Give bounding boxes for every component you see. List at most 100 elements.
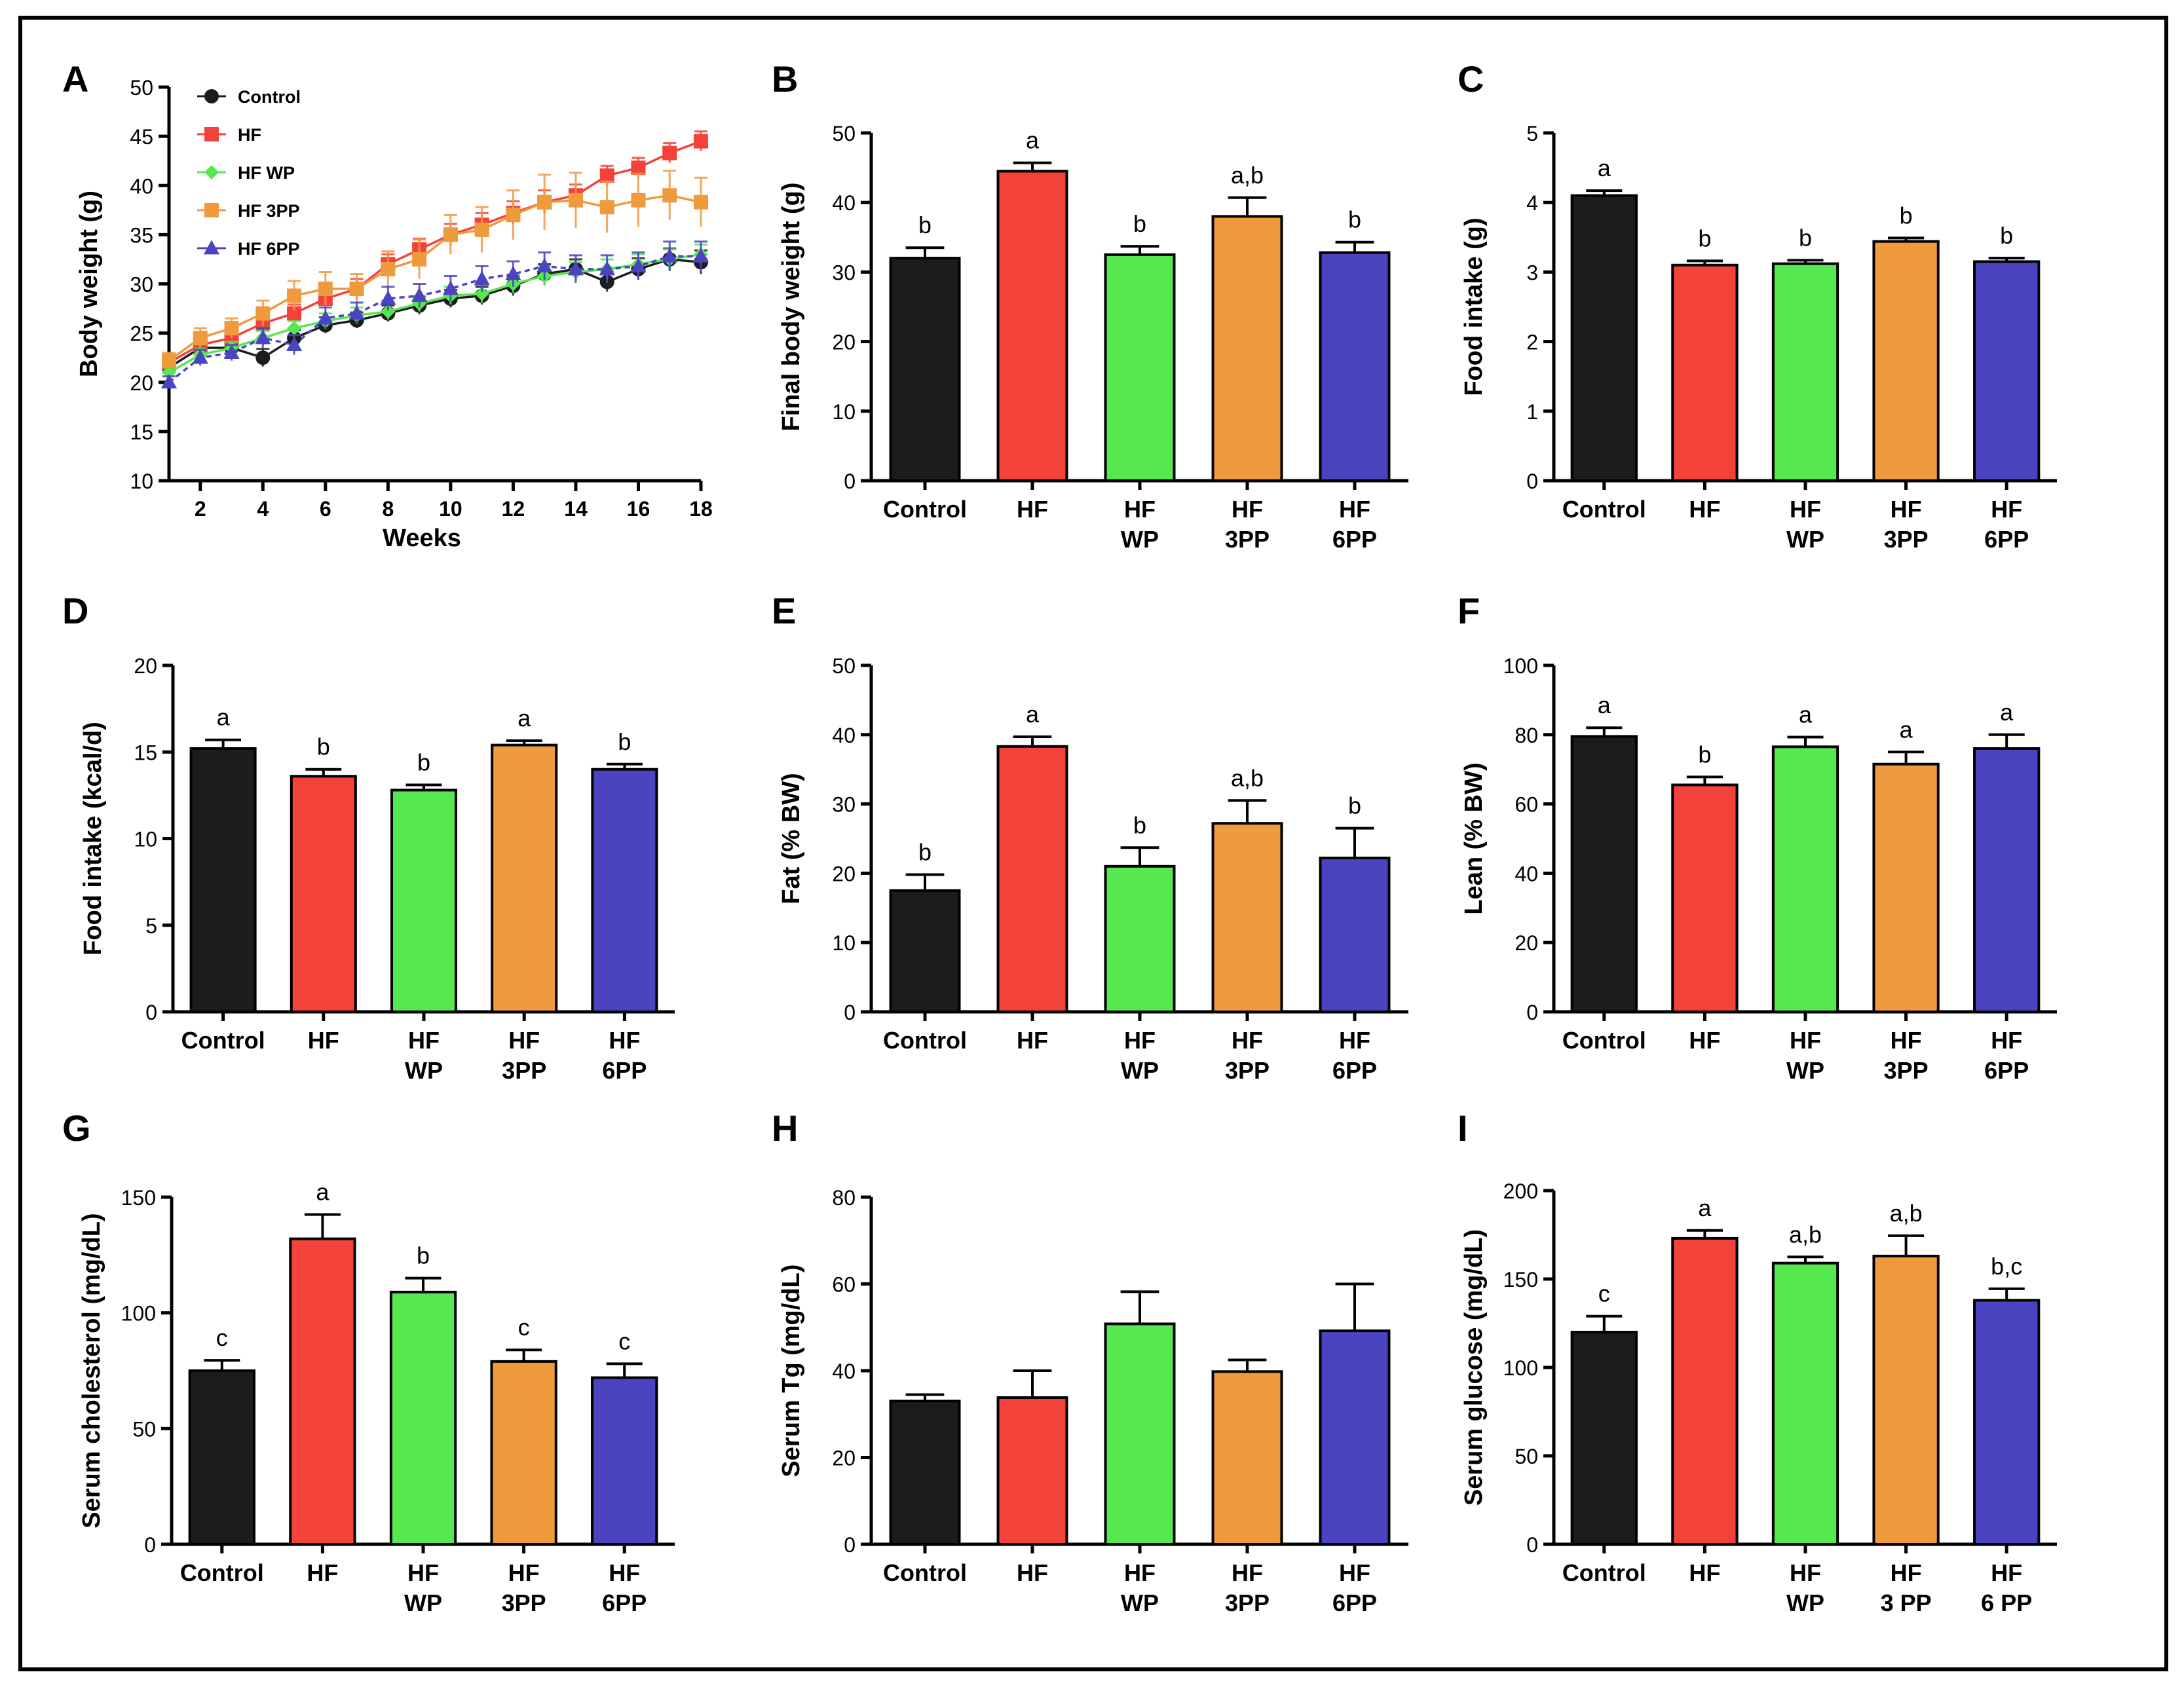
legend-label: HF WP bbox=[238, 163, 295, 183]
bar-G-4 bbox=[591, 1376, 658, 1546]
significance-letter: b bbox=[618, 728, 631, 755]
data-point bbox=[349, 282, 364, 297]
x-tick-label: WP bbox=[1121, 1057, 1159, 1084]
y-axis-label: Lean (% BW) bbox=[1460, 762, 1488, 914]
data-point bbox=[193, 331, 208, 346]
data-point bbox=[442, 280, 459, 295]
panel-letter-A: A bbox=[62, 58, 88, 100]
y-tick-label: 10 bbox=[130, 470, 153, 493]
data-point bbox=[287, 321, 302, 336]
y-tick-label: 20 bbox=[130, 371, 153, 395]
x-tick-label: 10 bbox=[439, 497, 462, 521]
bar-D-4 bbox=[591, 768, 658, 1013]
x-tick-label: Control bbox=[883, 1559, 967, 1586]
data-point bbox=[599, 200, 614, 215]
x-tick-label: HF bbox=[609, 1027, 640, 1054]
data-point bbox=[255, 329, 271, 344]
bar-I-2 bbox=[1771, 1261, 1839, 1546]
y-axis-label: Food intake (kcal/d) bbox=[79, 722, 107, 956]
bar-C-4 bbox=[1973, 260, 2041, 482]
significance-letter: b bbox=[1348, 792, 1361, 819]
panel-H: 0 20 40 60 80 Serum Tg (mg/dL) Control HF HF WP HF… bbox=[778, 1186, 1408, 1616]
y-tick-label: 30 bbox=[832, 793, 856, 817]
x-tick-label: HF bbox=[1991, 1559, 2022, 1586]
bar-C-3 bbox=[1872, 240, 1940, 482]
x-tick-label: 18 bbox=[689, 497, 713, 521]
bar-E-1 bbox=[996, 745, 1068, 1013]
y-axis-label: Serum glucose (mg/dL) bbox=[1460, 1229, 1488, 1506]
y-tick-label: 80 bbox=[832, 1186, 856, 1210]
significance-letter: b bbox=[918, 212, 932, 238]
y-tick-label: 100 bbox=[1503, 1356, 1538, 1380]
y-tick-label: 5 bbox=[1526, 122, 1538, 145]
y-axis-label: Final body weight (g) bbox=[778, 183, 805, 432]
data-point bbox=[412, 251, 427, 267]
data-point bbox=[160, 374, 178, 389]
y-tick-label: 0 bbox=[844, 1533, 856, 1557]
bar-D-0 bbox=[189, 747, 257, 1013]
data-point bbox=[411, 287, 428, 302]
y-tick-label: 60 bbox=[1515, 793, 1538, 817]
x-tick-label: HF bbox=[1339, 1027, 1370, 1054]
bar-B-0 bbox=[889, 257, 961, 482]
y-tick-label: 50 bbox=[832, 654, 856, 678]
significance-letter: b bbox=[317, 733, 330, 760]
bar-I-0 bbox=[1570, 1331, 1638, 1546]
bar-E-0 bbox=[889, 889, 961, 1013]
data-point bbox=[599, 261, 615, 276]
legend-label: Control bbox=[238, 87, 301, 107]
significance-letter: a bbox=[1900, 716, 1913, 743]
significance-letter: b bbox=[1698, 741, 1711, 768]
bar-I-3 bbox=[1872, 1254, 1940, 1546]
data-point bbox=[631, 193, 646, 208]
y-tick-label: 15 bbox=[134, 741, 157, 764]
y-tick-label: 15 bbox=[130, 420, 153, 444]
data-point bbox=[286, 337, 303, 352]
significance-letter: b bbox=[1698, 225, 1711, 251]
data-point bbox=[631, 160, 646, 176]
y-tick-label: 30 bbox=[130, 273, 153, 297]
x-tick-label: 6PP bbox=[1984, 1057, 2029, 1084]
panel-letter-I: I bbox=[1458, 1107, 1468, 1149]
y-tick-label: 40 bbox=[130, 174, 153, 198]
significance-letter: a bbox=[1598, 155, 1611, 181]
panel-letter-D: D bbox=[62, 590, 88, 631]
data-point bbox=[381, 261, 396, 276]
y-tick-label: 0 bbox=[844, 470, 856, 493]
panel-F: 0 20 40 60 80 100 Lean (% BW) Control a HF b HF WP a H… bbox=[1460, 654, 2057, 1084]
y-tick-label: 2 bbox=[1526, 331, 1538, 354]
x-tick-label: WP bbox=[405, 1057, 443, 1084]
y-tick-label: 1 bbox=[1526, 400, 1538, 424]
x-tick-label: HF bbox=[1339, 1559, 1370, 1586]
legend-label: HF bbox=[238, 125, 261, 145]
x-tick-label: 6 bbox=[320, 497, 331, 521]
y-tick-label: 10 bbox=[832, 931, 856, 955]
x-tick-label: WP bbox=[1121, 526, 1159, 553]
bar-C-1 bbox=[1671, 263, 1739, 482]
bar-D-3 bbox=[491, 743, 558, 1014]
x-tick-label: 3PP bbox=[1884, 526, 1929, 553]
significance-letter: b bbox=[1348, 206, 1361, 233]
bar-E-2 bbox=[1104, 864, 1176, 1013]
data-point bbox=[192, 349, 208, 364]
significance-letter: a,b bbox=[1789, 1221, 1822, 1248]
panel-letter-B: B bbox=[772, 58, 798, 100]
bar-B-4 bbox=[1319, 251, 1391, 482]
significance-letter: b,c bbox=[1991, 1253, 2022, 1280]
significance-letter: b bbox=[417, 1242, 430, 1269]
legend-label: HF 3PP bbox=[238, 201, 300, 221]
y-tick-label: 50 bbox=[132, 1417, 156, 1441]
bar-G-3 bbox=[490, 1360, 557, 1546]
x-tick-label: HF bbox=[1790, 1027, 1821, 1054]
y-tick-label: 30 bbox=[832, 261, 856, 284]
x-tick-label: HF bbox=[508, 1559, 540, 1586]
bar-F-0 bbox=[1570, 735, 1638, 1013]
data-point bbox=[662, 248, 678, 263]
y-tick-label: 20 bbox=[134, 654, 157, 678]
x-tick-label: WP bbox=[404, 1589, 442, 1616]
y-tick-label: 50 bbox=[130, 76, 153, 100]
x-tick-label: HF bbox=[1232, 496, 1263, 523]
x-tick-label: HF bbox=[609, 1559, 640, 1586]
data-point bbox=[348, 305, 365, 320]
